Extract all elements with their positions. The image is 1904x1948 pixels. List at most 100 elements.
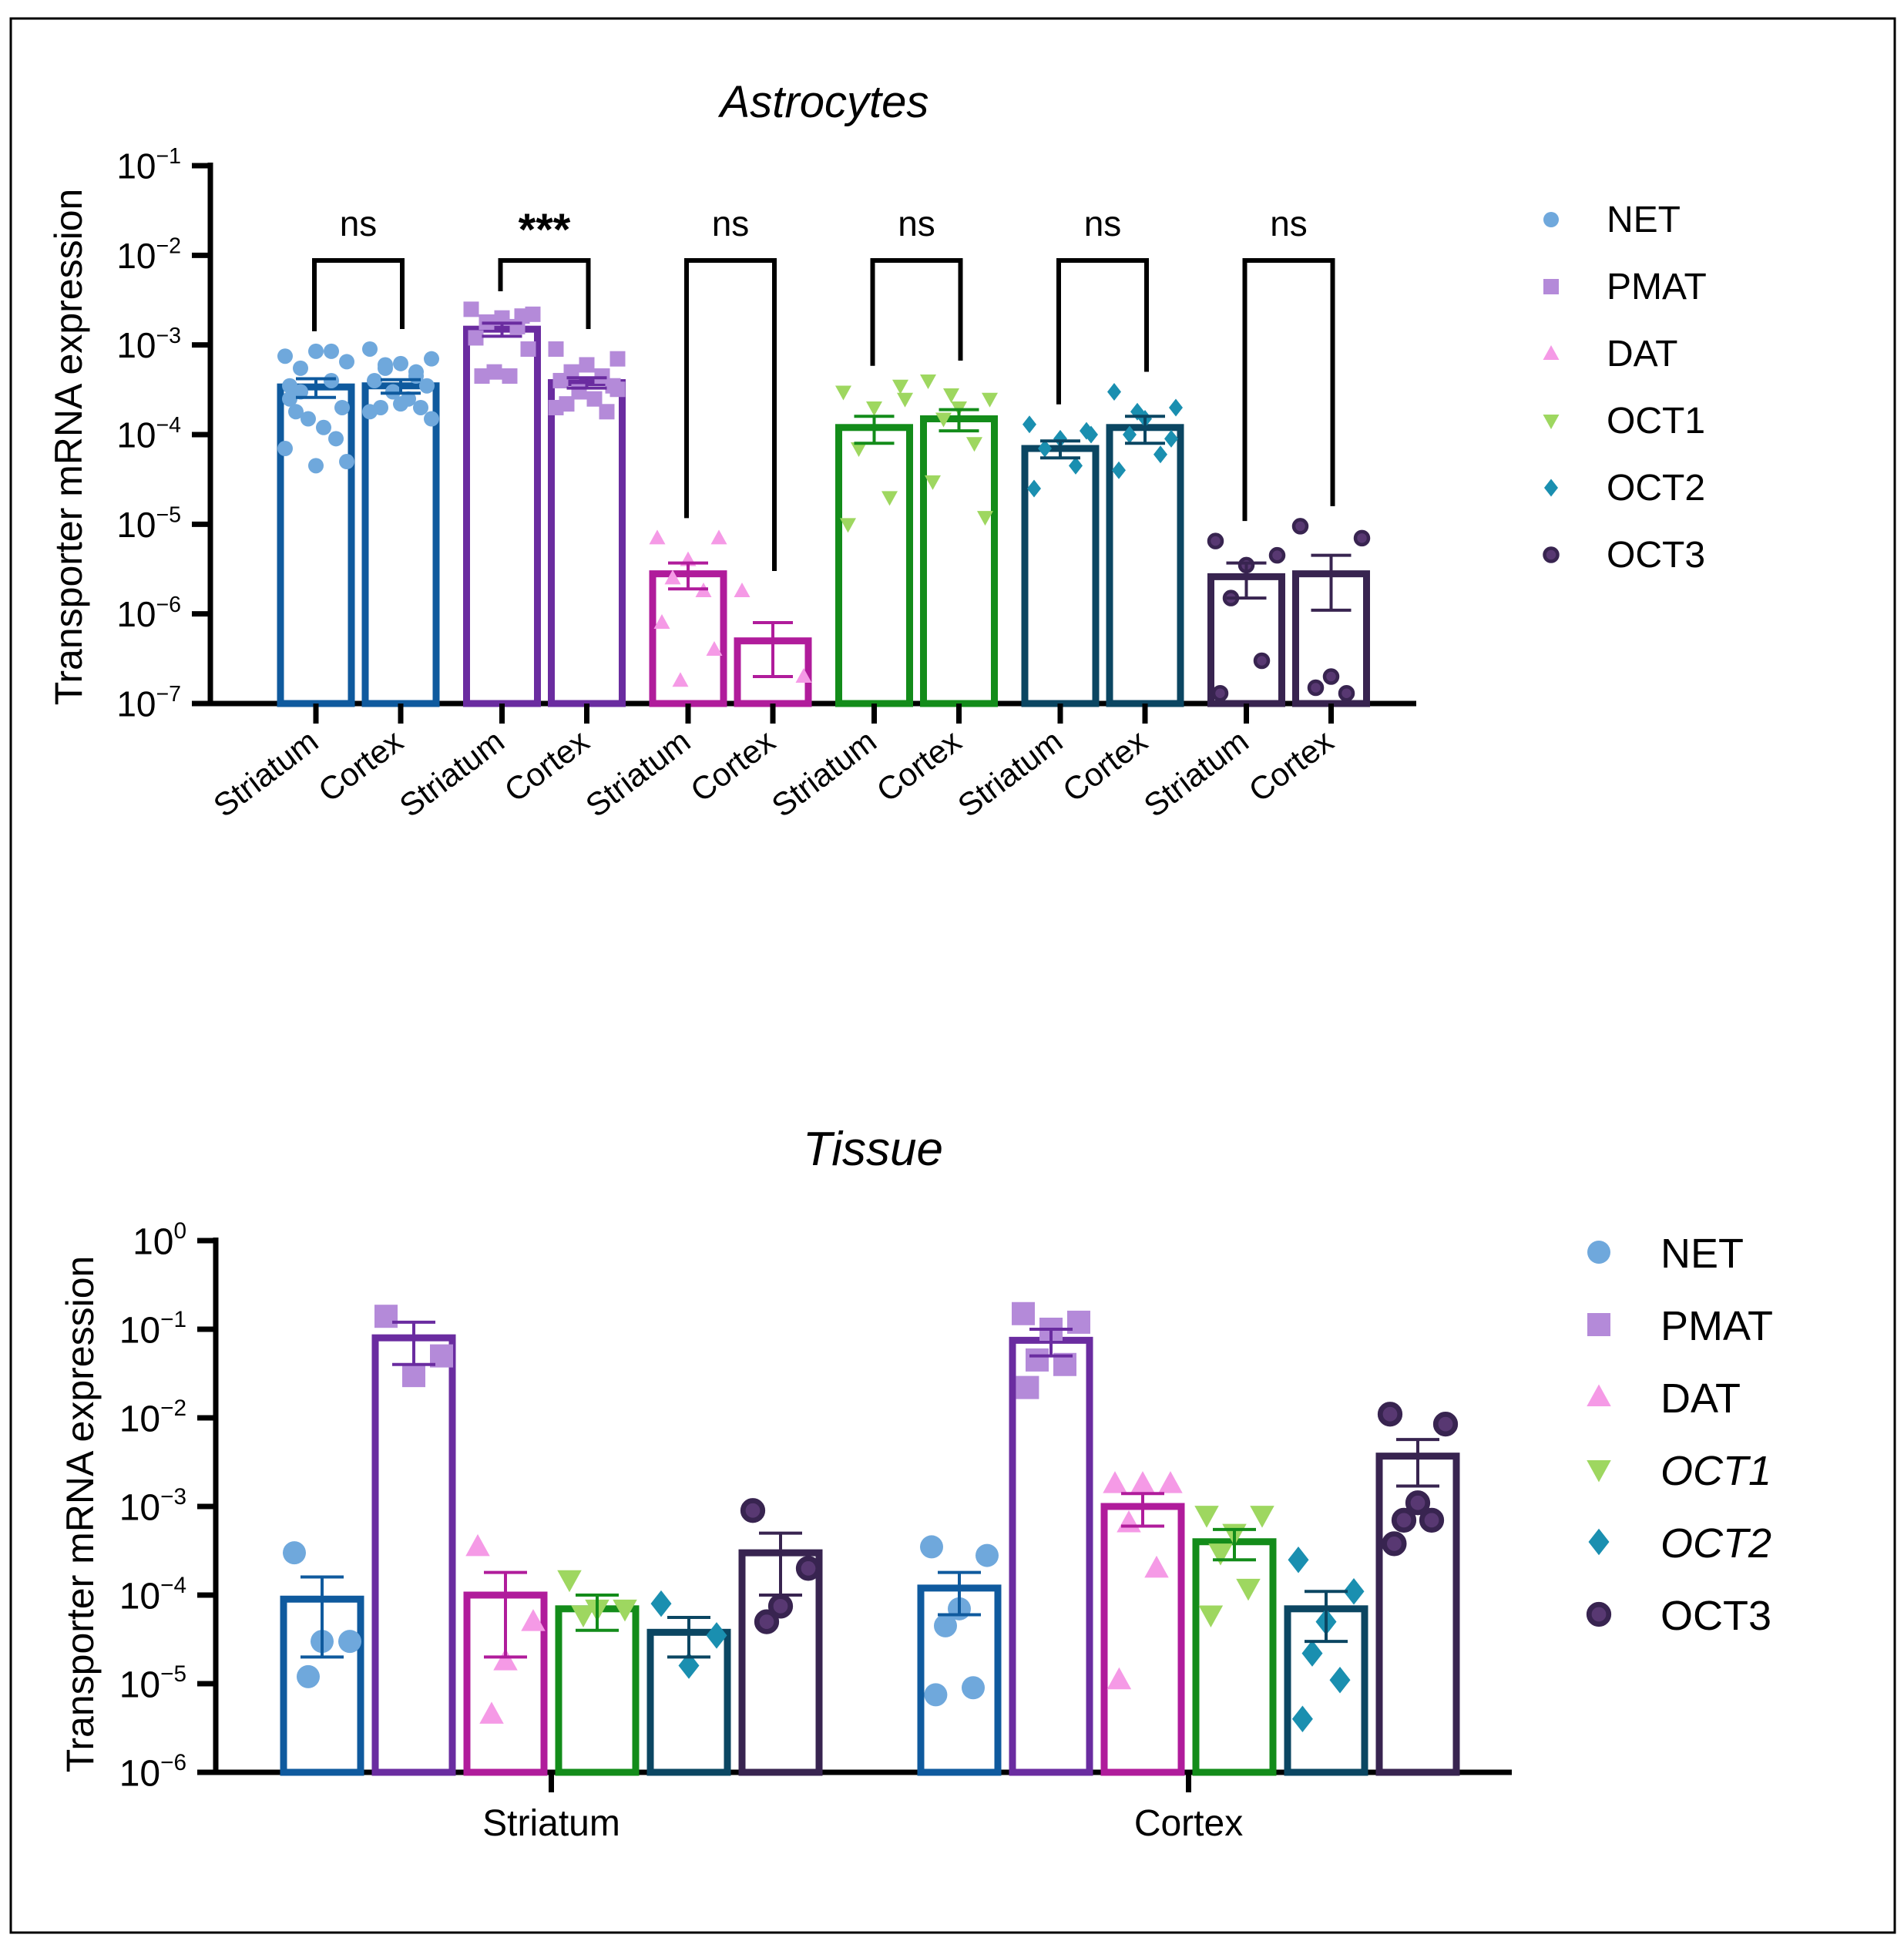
point-net-striatum — [339, 454, 354, 470]
point-pmat-striatum — [374, 1305, 398, 1328]
point-pmat-striatum — [468, 330, 484, 346]
point-oct1-striatum — [897, 392, 913, 408]
point-net-striatum — [282, 391, 297, 407]
point-net-striatum — [308, 458, 324, 474]
point-pmat-cortex — [548, 399, 564, 415]
significance-label: *** — [519, 205, 571, 255]
point-oct3-cortex — [1338, 684, 1355, 702]
point-pmat-striatum — [463, 301, 479, 317]
point-net-cortex — [393, 396, 408, 412]
point-pmat-striatum — [514, 308, 530, 324]
point-oct3-cortex — [1322, 668, 1340, 685]
point-dat-striatum — [653, 613, 670, 629]
legend-label-dat: DAT — [1661, 1375, 1741, 1422]
point-net-cortex — [424, 411, 439, 427]
point-oct2-cortex — [1107, 382, 1121, 401]
point-oct3-cortex — [1291, 518, 1309, 535]
point-net-cortex — [393, 355, 408, 371]
astrocytes-legend: NET PMAT DAT OCT1 OCT2 OCT3 — [1543, 200, 1707, 576]
point-oct3-cortex — [1419, 1507, 1445, 1533]
legend-marker-oct2 — [1544, 479, 1558, 497]
y-tick-label: 10−3 — [116, 324, 181, 365]
point-oct1-cortex — [977, 511, 993, 526]
point-dat-cortex — [1144, 1555, 1169, 1578]
tissue-y-axis-label: Transporter mRNA expression — [59, 1256, 102, 1773]
point-oct1-striatum — [571, 1605, 596, 1628]
point-net-cortex — [362, 404, 378, 420]
point-dat-striatum — [465, 1533, 490, 1557]
significance-label: ns — [1084, 203, 1122, 244]
point-oct2-striatum — [1038, 439, 1052, 458]
legend-label-net: NET — [1607, 200, 1681, 240]
significance-bracket — [1056, 258, 1149, 405]
legend-marker-pmat — [1543, 279, 1559, 294]
point-oct3-striatum — [1268, 546, 1286, 564]
point-dat-striatum — [649, 529, 666, 545]
point-oct1-cortex — [1236, 1578, 1261, 1601]
legend-label-net: NET — [1661, 1231, 1744, 1277]
point-pmat-cortex — [579, 357, 595, 373]
point-net-cortex — [378, 357, 393, 373]
legend-marker-oct1 — [1587, 1460, 1611, 1483]
point-oct2-striatum — [706, 1622, 727, 1649]
point-oct2-cortex — [1153, 445, 1167, 464]
point-oct1-striatum — [881, 491, 898, 506]
point-oct2-cortex — [1164, 429, 1178, 448]
point-oct3-cortex — [1432, 1411, 1459, 1437]
point-dat-striatum — [672, 672, 689, 687]
point-oct2-striatum — [1080, 422, 1093, 440]
point-net-striatum — [308, 343, 324, 359]
point-pmat-striatum — [502, 368, 518, 385]
point-oct1-cortex — [925, 475, 941, 490]
point-net-cortex — [934, 1614, 957, 1637]
point-net-striatum — [283, 1541, 306, 1565]
y-tick-label: 10−3 — [119, 1484, 186, 1528]
point-dat-cortex — [1103, 1471, 1127, 1493]
point-dat-striatum — [493, 1648, 518, 1671]
point-oct2-cortex — [1329, 1666, 1351, 1694]
point-oct2-cortex — [1123, 425, 1137, 444]
point-pmat-striatum — [402, 1364, 425, 1388]
significance-bracket — [684, 258, 777, 571]
point-pmat-cortex — [609, 381, 626, 398]
legend-label-pmat: PMAT — [1661, 1303, 1773, 1349]
point-oct1-striatum — [840, 518, 856, 533]
point-dat-striatum — [521, 1609, 546, 1631]
tissue-legend: NET PMAT DAT OCT1 OCT2 OCT3 — [1586, 1231, 1773, 1639]
point-net-striatum — [334, 399, 350, 415]
point-oct1-cortex — [1194, 1506, 1219, 1528]
point-net-striatum — [301, 411, 316, 427]
point-oct3-striatum — [1211, 684, 1229, 702]
y-tick-label: 10−4 — [116, 413, 181, 455]
point-net-striatum — [324, 343, 339, 359]
point-oct3-cortex — [1307, 679, 1325, 697]
point-net-striatum — [277, 348, 293, 364]
significance-label: ns — [898, 203, 935, 244]
y-tick-label: 10−6 — [119, 1750, 186, 1794]
point-oct3-cortex — [1382, 1531, 1407, 1557]
point-oct1-striatum — [892, 379, 908, 395]
point-net-cortex — [424, 351, 439, 367]
point-net-cortex — [976, 1543, 999, 1567]
point-pmat-cortex — [599, 404, 615, 420]
legend-label-pmat: PMAT — [1607, 267, 1707, 307]
astrocytes-y-ticks: 10−1 10−2 10−3 10−4 10−5 10−6 10−7 — [116, 144, 1416, 724]
legend-marker-pmat — [1587, 1313, 1610, 1336]
y-tick-label: 100 — [133, 1218, 186, 1262]
point-oct2-cortex — [1288, 1546, 1309, 1574]
point-net-striatum — [277, 441, 293, 457]
point-oct1-cortex — [920, 374, 936, 389]
significance-bracket — [498, 258, 591, 329]
legend-marker-dat — [1587, 1384, 1611, 1406]
legend-label-oct1: OCT1 — [1607, 401, 1705, 442]
point-oct2-striatum — [650, 1590, 672, 1617]
point-oct1-cortex — [935, 412, 952, 428]
point-oct1-cortex — [1208, 1543, 1233, 1566]
legend-marker-oct3 — [1586, 1601, 1612, 1627]
point-oct3-striatum — [1253, 652, 1271, 670]
point-oct1-striatum — [835, 385, 851, 401]
point-dat-striatum — [706, 640, 723, 656]
significance-bracket — [870, 258, 963, 366]
tissue-title: Tissue — [803, 1123, 943, 1176]
point-net-cortex — [962, 1676, 985, 1700]
